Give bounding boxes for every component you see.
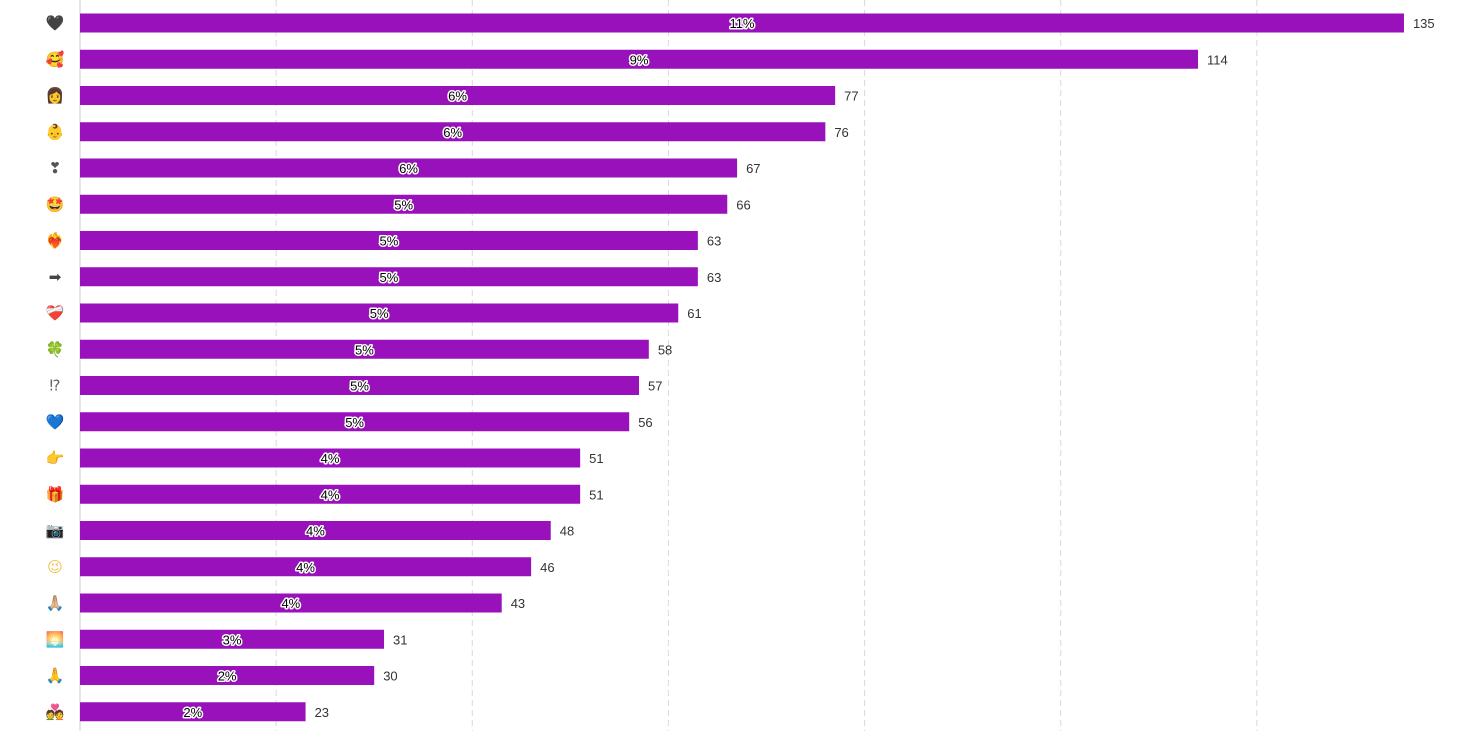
bars bbox=[80, 13, 1404, 722]
bar-percent-label-8: 5% bbox=[370, 306, 389, 321]
bar-value-label-1: 114 bbox=[1207, 52, 1228, 67]
bar-value-label-19: 23 bbox=[315, 705, 329, 720]
bar-percent-label-5: 5% bbox=[394, 197, 413, 212]
bar-percent-label-13: 4% bbox=[321, 487, 340, 502]
bar-0 bbox=[80, 13, 1404, 33]
bar-percent-label-4: 6% bbox=[399, 161, 418, 176]
bar-percent-label-9: 5% bbox=[355, 342, 374, 357]
bar-percent-label-3: 6% bbox=[443, 125, 462, 140]
bar-value-label-12: 51 bbox=[589, 451, 603, 466]
category-label-15: 😉 bbox=[47, 558, 63, 576]
category-label-2: 👩 bbox=[46, 87, 65, 105]
category-label-7: ➡ bbox=[49, 268, 62, 286]
bar-value-label-6: 63 bbox=[707, 234, 721, 249]
grid-lines bbox=[79, 0, 1258, 731]
bar-value-label-5: 66 bbox=[736, 197, 750, 212]
category-label-3: 👶 bbox=[46, 123, 65, 141]
category-label-4: ❣ bbox=[49, 159, 62, 177]
category-label-19: 💑 bbox=[46, 703, 65, 721]
bar-value-label-15: 46 bbox=[540, 560, 554, 575]
category-label-9: 🍀 bbox=[46, 340, 65, 358]
bar-12 bbox=[80, 448, 581, 468]
bar-3 bbox=[80, 122, 826, 142]
category-label-5: 🤩 bbox=[46, 195, 65, 213]
bar-value-label-4: 67 bbox=[746, 161, 760, 176]
bar-11 bbox=[80, 412, 630, 432]
bar-percent-label-7: 5% bbox=[380, 270, 399, 285]
bar-percent-label-0: 11% bbox=[729, 16, 754, 31]
bar-6 bbox=[80, 231, 698, 250]
bar-value-label-18: 30 bbox=[383, 669, 397, 684]
category-label-11: 💙 bbox=[46, 413, 65, 431]
bar-percent-label-2: 6% bbox=[448, 89, 467, 104]
bar-10 bbox=[80, 376, 640, 395]
bar-percent-label-17: 3% bbox=[223, 632, 242, 647]
bar-18 bbox=[80, 666, 375, 685]
bar-5 bbox=[80, 194, 728, 214]
bar-percent-label-19: 2% bbox=[183, 705, 202, 720]
category-label-6: ❤️‍🔥 bbox=[46, 232, 65, 250]
bar-9 bbox=[80, 339, 649, 359]
labels: 11% 135 🖤 9% 114 🥰 6% 77 👩 6% 76 👶 6% 67 ❣ 5% 66 🤩 5% 63 ❤️‍… bbox=[46, 14, 1435, 721]
bar-percent-label-15: 4% bbox=[296, 560, 315, 575]
bar-value-label-16: 43 bbox=[511, 596, 525, 611]
bar-percent-label-12: 4% bbox=[321, 451, 340, 466]
bar-value-label-3: 76 bbox=[834, 125, 848, 140]
bar-15 bbox=[80, 557, 532, 577]
category-label-12: 👉 bbox=[46, 449, 65, 467]
category-label-14: 📷 bbox=[46, 522, 65, 540]
bar-percent-label-6: 5% bbox=[380, 234, 399, 249]
category-label-13: 🎁 bbox=[46, 485, 65, 503]
bar-value-label-10: 57 bbox=[648, 379, 662, 394]
bar-value-label-13: 51 bbox=[589, 487, 603, 502]
bar-7 bbox=[80, 267, 698, 287]
category-label-16: 🙏🏼 bbox=[46, 594, 65, 612]
bar-1 bbox=[80, 49, 1199, 69]
bar-16 bbox=[80, 593, 502, 613]
category-label-17: 🌅 bbox=[46, 630, 65, 648]
bar-value-label-17: 31 bbox=[393, 632, 407, 647]
bar-4 bbox=[80, 158, 738, 178]
bar-value-label-8: 61 bbox=[687, 306, 701, 321]
category-label-1: 🥰 bbox=[46, 49, 65, 68]
bar-14 bbox=[80, 521, 551, 540]
bar-19 bbox=[80, 702, 306, 722]
bar-value-label-2: 77 bbox=[844, 89, 858, 104]
bar-percent-label-1: 9% bbox=[630, 52, 649, 67]
bar-percent-label-18: 2% bbox=[218, 669, 237, 684]
bar-2 bbox=[80, 86, 836, 105]
bar-value-label-14: 48 bbox=[560, 524, 574, 539]
category-label-0: 🖤 bbox=[46, 14, 65, 32]
bar-percent-label-10: 5% bbox=[350, 379, 369, 394]
bar-value-label-11: 56 bbox=[638, 415, 652, 430]
category-label-10: ⁉ bbox=[50, 377, 61, 395]
bar-percent-label-11: 5% bbox=[345, 415, 364, 430]
bar-percent-label-14: 4% bbox=[306, 524, 325, 539]
bar-13 bbox=[80, 484, 581, 504]
category-label-8: ❤️‍🩹 bbox=[46, 304, 65, 322]
bar-8 bbox=[80, 303, 679, 323]
category-label-18: 🙏 bbox=[46, 667, 65, 685]
bar-value-label-7: 63 bbox=[707, 270, 721, 285]
bar-percent-label-16: 4% bbox=[281, 596, 300, 611]
bar-value-label-0: 135 bbox=[1413, 16, 1435, 31]
bar-value-label-9: 58 bbox=[658, 342, 672, 357]
bar-17 bbox=[80, 629, 385, 649]
